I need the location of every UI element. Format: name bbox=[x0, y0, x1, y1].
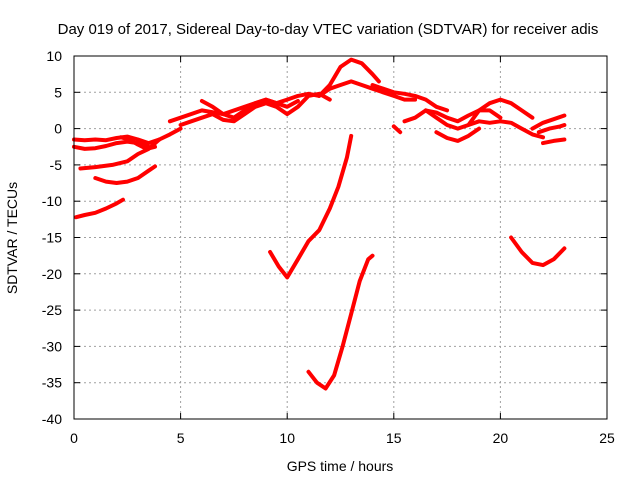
y-tick-label: -30 bbox=[42, 338, 62, 354]
y-tick-label: 10 bbox=[46, 48, 62, 64]
x-tick-label: 0 bbox=[70, 430, 78, 446]
x-tick-label: 25 bbox=[599, 430, 615, 446]
series-line-arc-15 bbox=[434, 126, 482, 143]
series-line-arc-14 bbox=[423, 97, 535, 131]
series-line-arc-20 bbox=[268, 133, 354, 280]
series-line-arc-6 bbox=[118, 135, 157, 151]
x-axis-label: GPS time / hours bbox=[287, 458, 394, 474]
x-tick-label: 20 bbox=[493, 430, 509, 446]
y-tick-label: -10 bbox=[42, 193, 62, 209]
grid-lines bbox=[74, 56, 607, 419]
y-tick-labels: 10 5 0 -5 -10 -15 -20 -25 -30 -35 -40 bbox=[42, 48, 62, 427]
y-tick-label: -35 bbox=[42, 375, 62, 391]
series-line-arc-11 bbox=[370, 83, 450, 113]
series-line-arc-5 bbox=[74, 197, 125, 220]
series-line-arc-8 bbox=[178, 91, 332, 127]
axis-ticks bbox=[73, 55, 608, 420]
y-tick-label: -40 bbox=[42, 411, 62, 427]
series-line-arc-4 bbox=[93, 164, 157, 185]
y-tick-label: -15 bbox=[42, 230, 62, 246]
y-tick-label: 0 bbox=[54, 121, 62, 137]
series-line-arc-2 bbox=[72, 134, 162, 146]
series-line-arc-3 bbox=[78, 126, 183, 171]
series-line-arc-12 bbox=[391, 124, 403, 135]
y-tick-label: 5 bbox=[54, 84, 62, 100]
y-tick-label: -25 bbox=[42, 302, 62, 318]
series-line-arc-21 bbox=[306, 253, 375, 391]
series-line-arc-10 bbox=[317, 57, 381, 98]
series-line-arc-9 bbox=[199, 97, 300, 120]
x-tick-label: 10 bbox=[279, 430, 295, 446]
x-tick-label: 5 bbox=[177, 430, 185, 446]
y-tick-label: -20 bbox=[42, 266, 62, 282]
chart-title: Day 019 of 2017, Sidereal Day-to-day VTE… bbox=[58, 21, 599, 38]
series-line-arc-22 bbox=[509, 235, 567, 268]
series-line-arc-19 bbox=[541, 137, 567, 146]
x-tick-labels: 0 5 10 15 20 25 bbox=[70, 430, 615, 446]
x-tick-label: 15 bbox=[386, 430, 402, 446]
series-line-arc-18 bbox=[536, 123, 567, 135]
y-axis-label: SDTVAR / TECUs bbox=[4, 182, 20, 294]
series-line-arc-13 bbox=[402, 108, 503, 124]
series-group bbox=[72, 57, 567, 391]
y-tick-label: -5 bbox=[50, 157, 63, 173]
series-line-arc-16 bbox=[466, 119, 545, 140]
series-line-arc-17 bbox=[530, 113, 567, 131]
